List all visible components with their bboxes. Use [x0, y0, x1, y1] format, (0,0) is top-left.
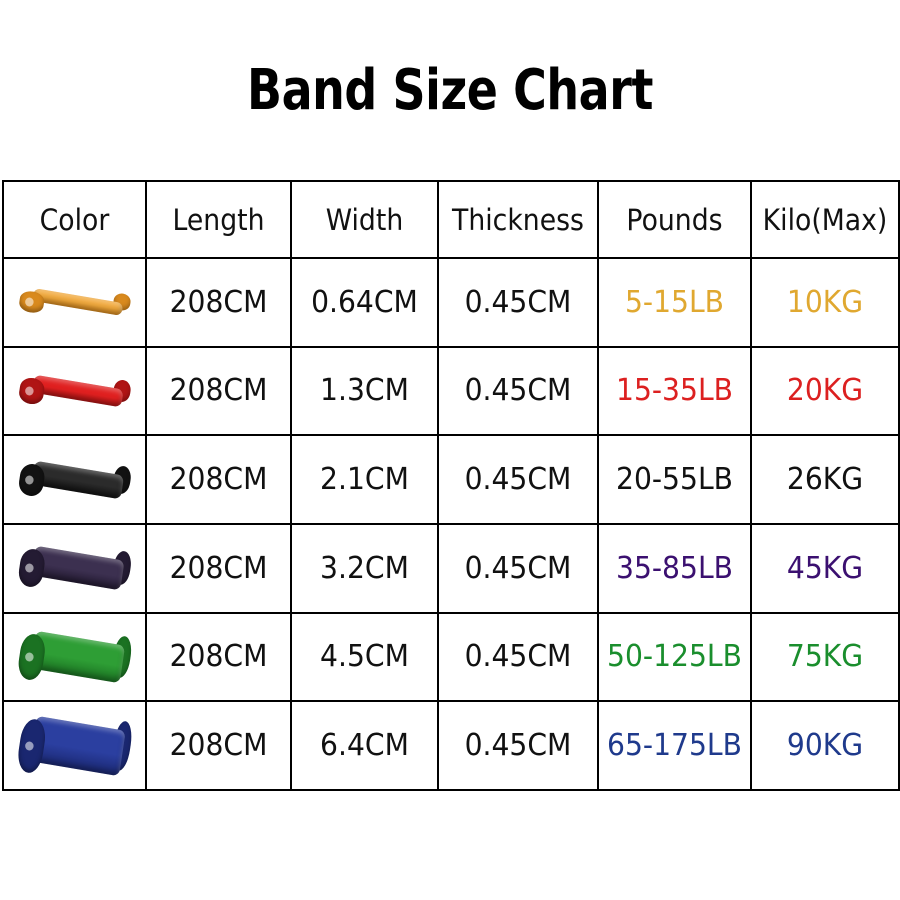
cell-pounds: 20-55LB: [601, 434, 748, 525]
cell-kilo: 26KG: [754, 434, 896, 525]
cell-width: 2.1CM: [294, 434, 435, 525]
cell-width: 6.4CM: [294, 700, 435, 791]
cell-kilo: 10KG: [754, 257, 896, 348]
resistance-band-icon: [17, 358, 132, 424]
table-row: 208CM 4.5CM 0.45CM 50-125LB 75KG: [3, 611, 899, 703]
cell-thickness: 0.45CM: [441, 522, 595, 614]
cell-kilo: 45KG: [754, 522, 896, 614]
column-header-color: Color: [7, 180, 142, 259]
resistance-band-icon: [15, 624, 133, 690]
resistance-band-icon: [16, 447, 132, 513]
cell-width: 3.2CM: [294, 522, 435, 614]
cell-length: 208CM: [149, 434, 288, 525]
table-body: 208CM 0.64CM 0.45CM 5-15LB 10KG 208CM 1.3CM 0.4…: [3, 257, 899, 791]
header-row: Color Length Width Thickness Pounds Kilo…: [3, 180, 899, 259]
resistance-band-icon: [16, 535, 133, 601]
band-swatch-cell-blue: [6, 700, 143, 791]
cell-width: 1.3CM: [294, 345, 435, 437]
cell-thickness: 0.45CM: [441, 611, 595, 703]
cell-thickness: 0.45CM: [441, 257, 595, 348]
band-swatch-cell-orange: [6, 257, 143, 348]
page-title: Band Size Chart: [246, 58, 654, 123]
column-header-thickness: Thickness: [443, 180, 593, 259]
cell-pounds: 5-15LB: [601, 257, 748, 348]
resistance-band-icon: [15, 713, 134, 779]
band-swatch-cell-red: [6, 345, 143, 437]
column-header-kilo: Kilo(Max): [755, 180, 894, 259]
table-row: 208CM 3.2CM 0.45CM 35-85LB 45KG: [3, 522, 899, 614]
cell-width: 0.64CM: [294, 257, 435, 348]
cell-thickness: 0.45CM: [441, 434, 595, 525]
cell-thickness: 0.45CM: [441, 345, 595, 437]
cell-thickness: 0.45CM: [441, 700, 595, 791]
cell-pounds: 50-125LB: [601, 611, 748, 703]
band-swatch-cell-black: [6, 434, 143, 525]
cell-length: 208CM: [149, 257, 288, 348]
cell-length: 208CM: [149, 700, 288, 791]
resistance-band-icon: [17, 269, 132, 335]
cell-pounds: 15-35LB: [601, 345, 748, 437]
table-row: 208CM 1.3CM 0.45CM 15-35LB 20KG: [3, 345, 899, 437]
column-header-pounds: Pounds: [603, 180, 746, 259]
size-chart-table: Color Length Width Thickness Pounds Kilo…: [2, 180, 900, 791]
table-row: 208CM 6.4CM 0.45CM 65-175LB 90KG: [3, 700, 899, 791]
column-header-width: Width: [295, 180, 434, 259]
size-chart-container: Color Length Width Thickness Pounds Kilo…: [2, 180, 898, 791]
cell-length: 208CM: [149, 522, 288, 614]
band-swatch-cell-purple: [6, 522, 143, 614]
cell-pounds: 35-85LB: [601, 522, 748, 614]
cell-kilo: 90KG: [754, 700, 896, 791]
cell-pounds: 65-175LB: [601, 700, 748, 791]
cell-length: 208CM: [149, 611, 288, 703]
cell-length: 208CM: [149, 345, 288, 437]
cell-width: 4.5CM: [294, 611, 435, 703]
table-row: 208CM 2.1CM 0.45CM 20-55LB 26KG: [3, 434, 899, 525]
cell-kilo: 75KG: [754, 611, 896, 703]
band-swatch-cell-green: [6, 611, 143, 703]
table-row: 208CM 0.64CM 0.45CM 5-15LB 10KG: [3, 257, 899, 348]
table-header: Color Length Width Thickness Pounds Kilo…: [3, 180, 899, 259]
cell-kilo: 20KG: [754, 345, 896, 437]
column-header-length: Length: [150, 180, 287, 259]
